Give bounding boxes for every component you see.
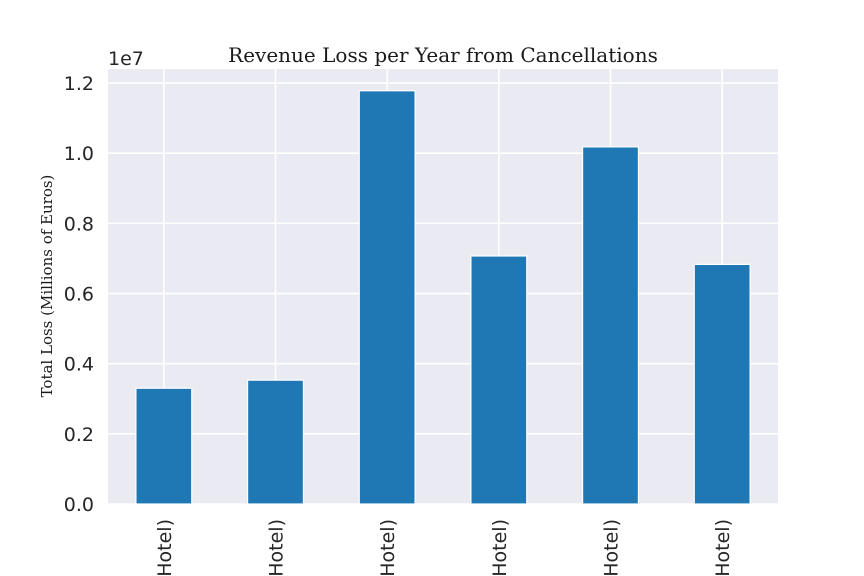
y-tick-label: 1.2 bbox=[64, 73, 94, 95]
y-tick-label: 0.8 bbox=[64, 213, 94, 235]
plot-area bbox=[108, 69, 778, 504]
y-tick-label: 0.0 bbox=[64, 494, 94, 516]
y-tick-label: 1.0 bbox=[64, 143, 94, 165]
bar bbox=[358, 90, 416, 505]
bar bbox=[470, 255, 528, 505]
bars bbox=[135, 90, 751, 505]
x-tick-label: Hotel) bbox=[489, 519, 511, 576]
bar bbox=[135, 387, 193, 505]
y-tick-labels: 0.0 0.2 0.4 0.6 0.8 1.0 1.2 bbox=[64, 73, 94, 516]
x-tick-label: Hotel) bbox=[154, 519, 176, 576]
bar bbox=[693, 263, 751, 505]
y-tick-label: 0.2 bbox=[64, 424, 94, 446]
bar bbox=[581, 146, 640, 505]
y-offset-label: 1e7 bbox=[108, 48, 144, 70]
y-tick-label: 0.6 bbox=[64, 284, 94, 306]
x-tick-label: Hotel) bbox=[266, 519, 288, 576]
x-tick-label: Hotel) bbox=[377, 519, 399, 576]
bar bbox=[246, 379, 305, 505]
y-axis-label: Total Loss (Millions of Euros) bbox=[38, 175, 56, 398]
y-tick-label: 0.4 bbox=[64, 354, 94, 376]
x-tick-label: Hotel) bbox=[712, 519, 734, 576]
x-tick-labels: Hotel) Hotel) Hotel) Hotel) Hotel) Hotel) bbox=[154, 519, 734, 576]
x-tick-label: Hotel) bbox=[601, 519, 623, 576]
chart-title: Revenue Loss per Year from Cancellations bbox=[228, 43, 658, 67]
